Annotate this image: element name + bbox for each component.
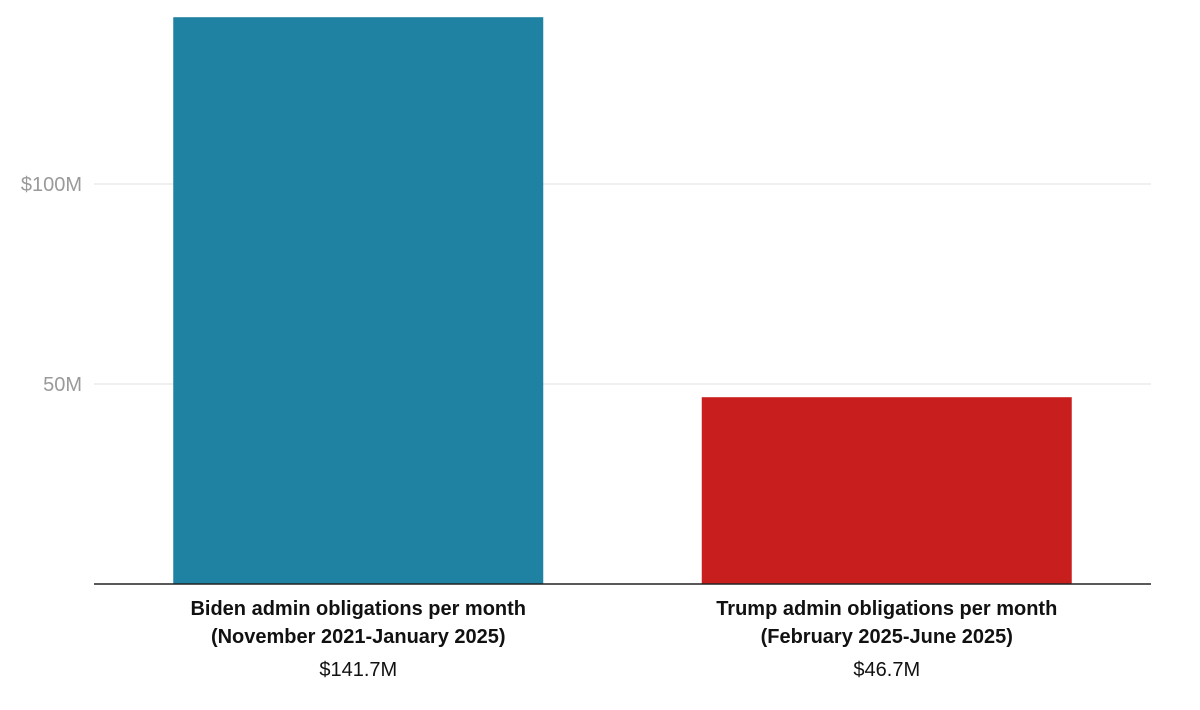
- bar-biden: [173, 17, 544, 584]
- x-category-label-line1: Trump admin obligations per month: [716, 598, 1057, 620]
- y-axis-ticks: 50M $100M: [21, 174, 82, 396]
- bars: [173, 17, 1072, 584]
- bar-value-label: $46.7M: [853, 659, 920, 681]
- x-axis-labels: Biden admin obligations per month (Novemb…: [190, 598, 1057, 681]
- y-tick-label: 50M: [43, 374, 82, 396]
- x-category-label-line2: (November 2021-January 2025): [211, 626, 506, 648]
- bar-value-label: $141.7M: [319, 659, 397, 681]
- x-category-label-line1: Biden admin obligations per month: [190, 598, 526, 620]
- bar-trump: [701, 397, 1072, 584]
- y-tick-label: $100M: [21, 174, 82, 196]
- x-category-label-line2: (February 2025-June 2025): [761, 626, 1013, 648]
